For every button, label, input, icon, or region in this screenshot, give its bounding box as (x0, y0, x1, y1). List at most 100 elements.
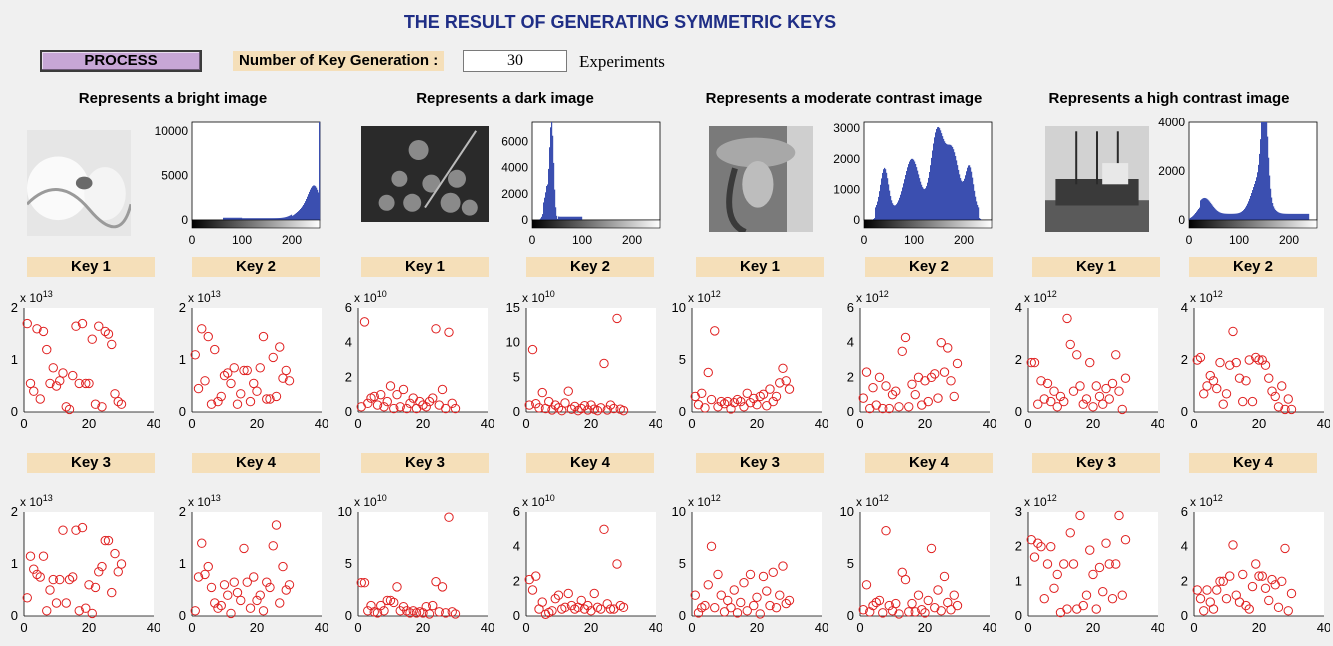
key-data-point (1068, 559, 1079, 569)
key-data-point (949, 391, 959, 402)
scale-exponent-label: x 1012 (1024, 493, 1057, 509)
key-data-point (51, 381, 62, 391)
key-data-point (437, 384, 448, 395)
histogram-bar (309, 191, 311, 220)
key-data-point (424, 396, 435, 407)
y-tick-label: 0 (179, 404, 186, 419)
histogram-bar (241, 217, 243, 220)
histogram-bar (1283, 213, 1285, 220)
key-data-point (284, 376, 295, 386)
key-data-point (765, 384, 775, 394)
histogram-y-tick-label: 5000 (161, 168, 188, 182)
histogram-bar (1206, 198, 1208, 220)
key-data-point (206, 399, 217, 409)
histogram-bar (1261, 122, 1263, 220)
histogram-bar (274, 218, 276, 220)
key-data-point (389, 597, 399, 608)
histogram-bar (942, 136, 944, 220)
histogram-bar (873, 219, 875, 220)
key-data-point (258, 606, 269, 616)
histogram-bar (276, 218, 278, 220)
x-tick-label: 0 (188, 416, 195, 431)
histogram-bar (548, 168, 550, 220)
histogram-bar (954, 152, 956, 220)
histogram-bar (1254, 184, 1256, 220)
histogram-bar (244, 218, 246, 220)
histogram-bar (1195, 213, 1197, 220)
histogram-bar (1267, 136, 1269, 220)
histogram-bar (259, 218, 261, 220)
key-data-point (547, 606, 557, 616)
key-generation-count-label: Number of Key Generation : (233, 51, 445, 71)
key-data-point (84, 378, 94, 389)
histogram-bar (946, 143, 948, 220)
x-tick-label: 0 (856, 416, 863, 431)
key-data-point (203, 331, 213, 342)
y-tick-label: 2 (11, 504, 18, 519)
histogram-bar (960, 178, 962, 220)
histogram-bar (896, 204, 898, 220)
key-data-point (1111, 350, 1121, 360)
x-tick-label: 0 (354, 416, 361, 431)
histogram-bar (1272, 203, 1274, 220)
key-data-point (703, 580, 713, 590)
histogram-bar (252, 218, 254, 220)
key-data-point (193, 383, 204, 394)
histogram-bar (917, 170, 919, 220)
histogram-bar (273, 218, 275, 220)
histogram-bar (889, 190, 891, 220)
key-data-point (745, 569, 756, 580)
x-tick-label: 20 (250, 416, 264, 431)
histogram-bar (282, 217, 284, 220)
key-data-point (232, 399, 243, 409)
key-data-point (907, 598, 917, 609)
histogram-bar (232, 217, 234, 220)
key-data-point (100, 535, 110, 546)
key-data-point (236, 595, 246, 606)
key-data-point (1212, 585, 1222, 595)
key-generation-count-input[interactable]: 30 (463, 50, 567, 72)
histogram-x-tick-label: 200 (954, 233, 974, 247)
key-data-point (58, 368, 68, 378)
key-data-point (742, 606, 752, 616)
key-data-point (450, 403, 461, 414)
histogram-bar (1241, 211, 1243, 220)
key-data-point (1215, 357, 1225, 368)
key-data-point (612, 559, 622, 569)
x-tick-label: 0 (1190, 620, 1197, 635)
histogram-bar (966, 171, 968, 220)
histogram-bar (296, 212, 298, 220)
key-data-point (87, 334, 97, 344)
histogram-bar (307, 196, 309, 220)
histogram-bar (1214, 208, 1216, 220)
key-data-point (61, 402, 71, 412)
key-data-point (599, 524, 609, 535)
histogram-bar (561, 216, 563, 220)
y-tick-label: 2 (179, 504, 186, 519)
key-data-point (729, 397, 739, 408)
histogram-bar (1280, 213, 1282, 220)
process-button[interactable]: PROCESS (40, 50, 202, 72)
y-tick-label: 15 (506, 300, 520, 315)
x-tick-label: 0 (20, 416, 27, 431)
key-data-point (68, 370, 78, 381)
key-data-point (236, 389, 246, 399)
histogram-bar (952, 146, 954, 220)
histogram-bar (928, 177, 930, 220)
x-tick-label: 20 (918, 620, 932, 635)
key-data-point (1199, 389, 1209, 399)
histogram-bar (550, 127, 552, 220)
x-tick-label: 40 (649, 620, 662, 635)
key-data-point (382, 595, 392, 606)
key-data-point (1277, 576, 1287, 587)
histogram-bar (1279, 212, 1281, 220)
key-data-point (32, 324, 42, 334)
key-data-point (268, 541, 278, 551)
histogram-y-tick-label: 2000 (501, 187, 528, 201)
histogram-bar (1200, 200, 1202, 220)
histogram-bar (297, 212, 299, 220)
key-data-point (589, 588, 599, 599)
key-data-point (1046, 396, 1056, 407)
key-data-point (933, 393, 943, 403)
